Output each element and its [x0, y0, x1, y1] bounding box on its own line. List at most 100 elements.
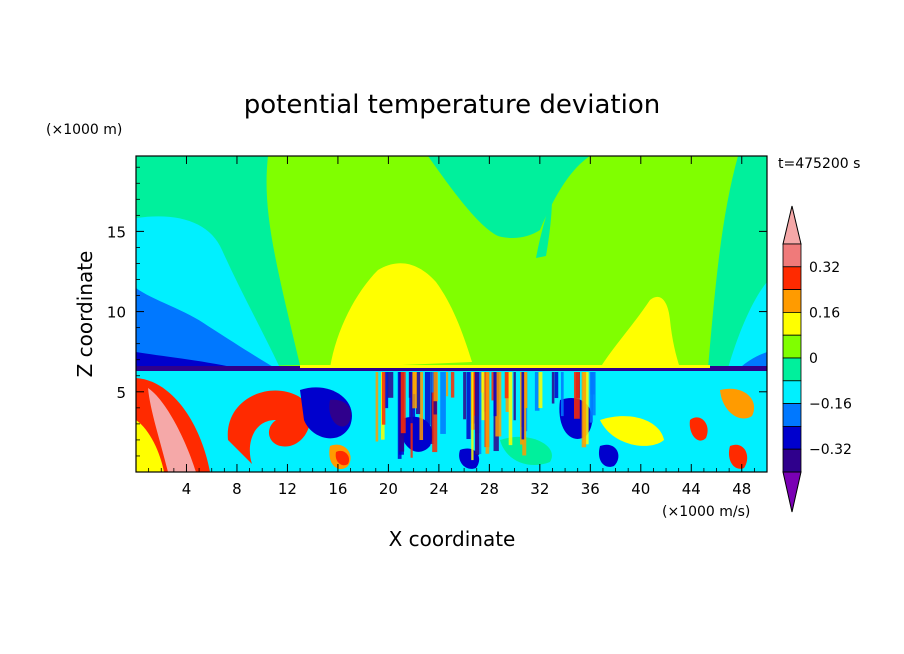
- contour-field: [136, 156, 767, 472]
- contour-inversion-navy: [136, 366, 767, 371]
- contour-upper-right-cyan: [728, 282, 767, 368]
- colorbar-bottom-arrow: [782, 471, 802, 513]
- contour-streak: [400, 372, 406, 434]
- y-tick-label: 15: [107, 223, 126, 241]
- colorbar-band: [782, 403, 802, 427]
- colorbar-band: [782, 425, 802, 450]
- contour-streak: [408, 372, 411, 398]
- contour-streak: [384, 372, 389, 409]
- contour-streak: [491, 372, 496, 401]
- contour-lower-blobs: [136, 378, 755, 472]
- colorbar-band: [782, 243, 802, 268]
- contour-streak: [495, 372, 502, 437]
- contour-lower-blob-9: [728, 444, 748, 469]
- contour-lower-left-yellow: [136, 420, 164, 472]
- contour-upper-left-blue: [136, 288, 275, 368]
- contour-upper-yellow-right: [600, 296, 680, 368]
- x-tick-label: 48: [732, 480, 751, 498]
- contour-upper-center-teal: [428, 156, 590, 238]
- contour-lower-blob-3: [399, 416, 433, 452]
- contour-streak: [466, 372, 471, 440]
- contour-lower-swirl-red: [227, 390, 311, 464]
- contour-streak: [450, 372, 455, 398]
- contour-streak: [538, 372, 543, 409]
- colorbar: 0.32 0.16 0 −0.16 −0.32: [782, 205, 852, 513]
- contour-streak: [560, 372, 564, 417]
- y-axis-ticks: 5 10 15: [107, 166, 767, 457]
- y-axis-label: Z coordinate: [73, 251, 97, 378]
- contour-streak: [387, 372, 394, 398]
- contour-lower-blob-7: [689, 417, 708, 441]
- contour-lower-blob-13: [335, 450, 350, 466]
- contour-inversion-yellow: [300, 365, 710, 368]
- contour-streak: [471, 372, 474, 461]
- contour-streak: [412, 372, 417, 409]
- chart-title: potential temperature deviation: [244, 90, 660, 120]
- contour-lower-blob-6: [600, 416, 664, 446]
- x-tick-label: 32: [530, 480, 549, 498]
- time-label: t=475200 s: [778, 156, 860, 172]
- contour-upper-left-navy: [136, 352, 236, 370]
- contour-streak: [591, 372, 596, 416]
- contour-lower-blob-2: [329, 399, 352, 427]
- y-tick-label: 5: [116, 384, 126, 402]
- contour-streak: [440, 372, 446, 434]
- contour-streak: [554, 372, 559, 399]
- x-tick-label: 4: [182, 480, 192, 498]
- contour-lower-blob-12: [459, 448, 480, 469]
- contour-streak: [508, 372, 513, 446]
- contour-streak: [581, 372, 587, 448]
- contour-streak: [375, 372, 379, 442]
- colorbar-label: −0.16: [809, 397, 852, 413]
- x-tick-label: 36: [581, 480, 600, 498]
- colorbar-label: 0.16: [809, 305, 840, 321]
- contour-lower-left-pink: [148, 388, 196, 472]
- contour-lower-blob-8: [720, 388, 755, 419]
- colorbar-band: [782, 266, 802, 290]
- x-tick-label: 28: [480, 480, 499, 498]
- colorbar-label: 0: [809, 351, 818, 367]
- x-tick-label: 40: [631, 480, 650, 498]
- x-tick-label: 16: [328, 480, 347, 498]
- contour-streak: [446, 372, 449, 397]
- colorbar-label: 0.32: [809, 260, 840, 276]
- contour-streak: [481, 372, 485, 421]
- contour-streak: [522, 372, 527, 456]
- x-tick-label: 20: [379, 480, 398, 498]
- contour-upper-right-blue: [740, 352, 767, 368]
- contour-streak: [474, 372, 480, 456]
- colorbar-band: [782, 289, 802, 313]
- contour-streak: [521, 372, 525, 440]
- contour-streak: [433, 372, 438, 402]
- contour-streak: [419, 372, 424, 441]
- contour-streak: [424, 372, 431, 425]
- x-axis-label: X coordinate: [389, 527, 516, 551]
- colorbar-band: [782, 311, 802, 336]
- x-tick-label: 24: [429, 480, 448, 498]
- contour-streak: [493, 372, 497, 417]
- x-axis-ticks: 4 8 12 16 20 24 28 32 36 40 44 48: [148, 156, 755, 498]
- colorbar-band: [782, 380, 802, 404]
- x-tick-label: 8: [232, 480, 242, 498]
- contour-streaks: [375, 372, 596, 461]
- contour-upper-yellow-plume: [330, 263, 472, 368]
- contour-streak: [513, 372, 516, 421]
- x-tick-label: 12: [278, 480, 297, 498]
- contour-streak: [409, 372, 416, 424]
- colorbar-band: [782, 357, 802, 382]
- contour-streak: [485, 372, 490, 454]
- contour-streak: [504, 372, 509, 399]
- contour-streak: [573, 372, 580, 419]
- colorbar-band: [782, 448, 802, 473]
- contour-lower-blob-10: [598, 444, 619, 467]
- y-unit-label: (×1000 m): [46, 122, 122, 138]
- contour-streak: [534, 372, 540, 411]
- colorbar-label: −0.32: [809, 442, 852, 458]
- contour-streak: [551, 372, 555, 404]
- x-tick-label: 44: [682, 480, 701, 498]
- colorbar-top-arrow: [782, 205, 802, 245]
- contour-upper-center-spike: [536, 196, 552, 258]
- contour-streak: [416, 372, 421, 415]
- contour-streak: [463, 372, 467, 420]
